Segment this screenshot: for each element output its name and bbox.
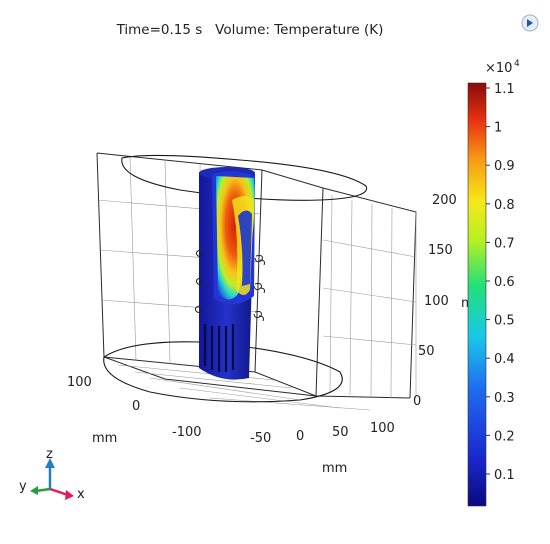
colorbar-tick-label: 0.4: [494, 352, 515, 367]
z-tick-label: 0: [413, 394, 421, 409]
colorbar-tick-label: 0.5: [494, 314, 515, 329]
y-tick-label: 100: [67, 375, 92, 390]
colorbar: ×10 4 1.1 1 0.9 0.8 0.7 0.6 0.5 0.4 0.3 0.2 0.1: [467, 59, 520, 507]
colorbar-tick-label: 0.9: [494, 159, 515, 174]
y-tick-label: 0: [132, 399, 140, 414]
x-axis-unit: mm: [322, 461, 347, 476]
triad-x-arrow: [65, 490, 74, 500]
x-tick-label: -100: [172, 425, 202, 440]
injector-coils: [194, 249, 265, 322]
comsol-logo-icon: [521, 14, 539, 32]
z-tick-label: 150: [428, 243, 453, 258]
z-tick-label: 200: [432, 193, 457, 208]
time-label: Time=0.15 s: [116, 22, 203, 38]
x-tick-label: 50: [332, 425, 349, 440]
colorbar-exponent: 4: [514, 59, 520, 69]
colorbar-tick-label: 0.2: [494, 429, 515, 444]
colorbar-tick-label: 1.1: [494, 82, 515, 97]
z-tick-label: 100: [424, 294, 449, 309]
y-axis-labels: 100 0 mm: [67, 375, 140, 446]
colorbar-tick-label: 0.3: [494, 391, 515, 406]
x-tick-label: 100: [370, 421, 395, 436]
colorbar-tick-label: 0.7: [494, 236, 515, 251]
triad-y-label: y: [19, 479, 27, 494]
triad-x-label: x: [77, 487, 85, 502]
colorbar-tick-label: 0.6: [494, 275, 515, 290]
triad-z-label: z: [46, 447, 53, 462]
y-axis-unit: mm: [92, 431, 117, 446]
colorbar-multiplier: ×10: [485, 61, 512, 76]
triad-y-arrow: [30, 486, 38, 495]
domain-outline: [103, 154, 368, 403]
colorbar-ticks: 1.1 1 0.9 0.8 0.7 0.6 0.5 0.4 0.3 0.2 0.1: [486, 82, 515, 483]
axis-grid: [96, 152, 417, 411]
x-tick-label: -50: [250, 431, 271, 446]
triad-z-arrow: [45, 458, 55, 468]
z-axis-labels: 200 150 100 50 0 mm: [413, 193, 486, 409]
volume-label: Volume: Temperature (K): [215, 22, 384, 38]
plot-title: Time=0.15 s Volume: Temperature (K): [0, 22, 500, 38]
triad-y-axis: [35, 487, 51, 493]
z-tick-label: 50: [418, 344, 435, 359]
colorbar-tick-label: 0.8: [494, 198, 515, 213]
colorbar-tick-label: 1: [494, 121, 502, 136]
colorbar-gradient: [467, 82, 487, 507]
colorbar-tick-label: 0.1: [494, 468, 515, 483]
x-tick-label: 0: [296, 429, 304, 444]
combustion-tube: [199, 167, 255, 380]
axis-triad: z x y: [19, 447, 85, 502]
x-axis-labels: -100 -50 0 50 100 mm: [172, 421, 395, 476]
triad-x-axis: [49, 487, 69, 497]
